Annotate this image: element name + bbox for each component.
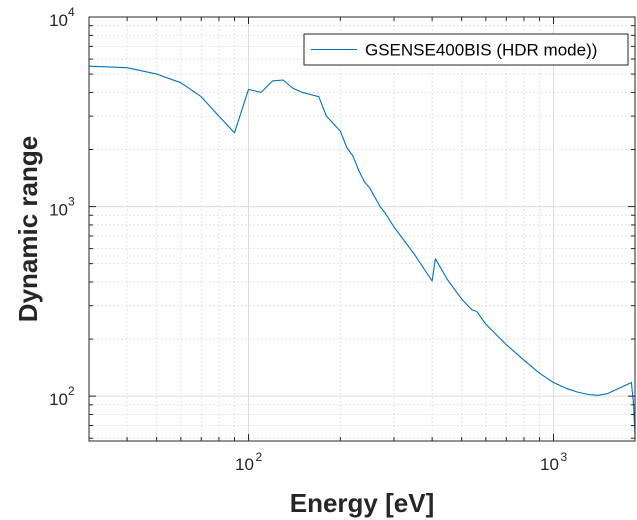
legend-box bbox=[303, 33, 629, 66]
x-tick-label: 10 bbox=[235, 455, 254, 474]
x-axis-label: Energy [eV] bbox=[290, 488, 435, 518]
y-tick-label: 10 bbox=[49, 11, 68, 30]
legend-label: GSENSE400BIS (HDR mode)) bbox=[365, 41, 597, 60]
legend: GSENSE400BIS (HDR mode)) bbox=[303, 33, 629, 66]
y-axis-label: Dynamic range bbox=[13, 136, 43, 322]
y-tick-exponent: 3 bbox=[68, 195, 75, 209]
plot-box bbox=[88, 16, 636, 442]
x-tick-exponent: 2 bbox=[255, 450, 262, 464]
tick-marks bbox=[88, 16, 635, 441]
y-tick-label: 10 bbox=[49, 390, 68, 409]
x-tick-label: 10 bbox=[540, 455, 559, 474]
x-tick-exponent: 3 bbox=[561, 450, 568, 464]
y-tick-exponent: 2 bbox=[68, 384, 75, 398]
y-tick-exponent: 4 bbox=[68, 5, 75, 19]
plot-area bbox=[89, 17, 635, 441]
series-line bbox=[88, 65, 636, 436]
major-grid bbox=[89, 17, 635, 441]
series-layer bbox=[88, 65, 636, 436]
x-tick-labels: 10 2 10 3 bbox=[235, 450, 567, 474]
y-tick-label: 10 bbox=[49, 201, 68, 220]
